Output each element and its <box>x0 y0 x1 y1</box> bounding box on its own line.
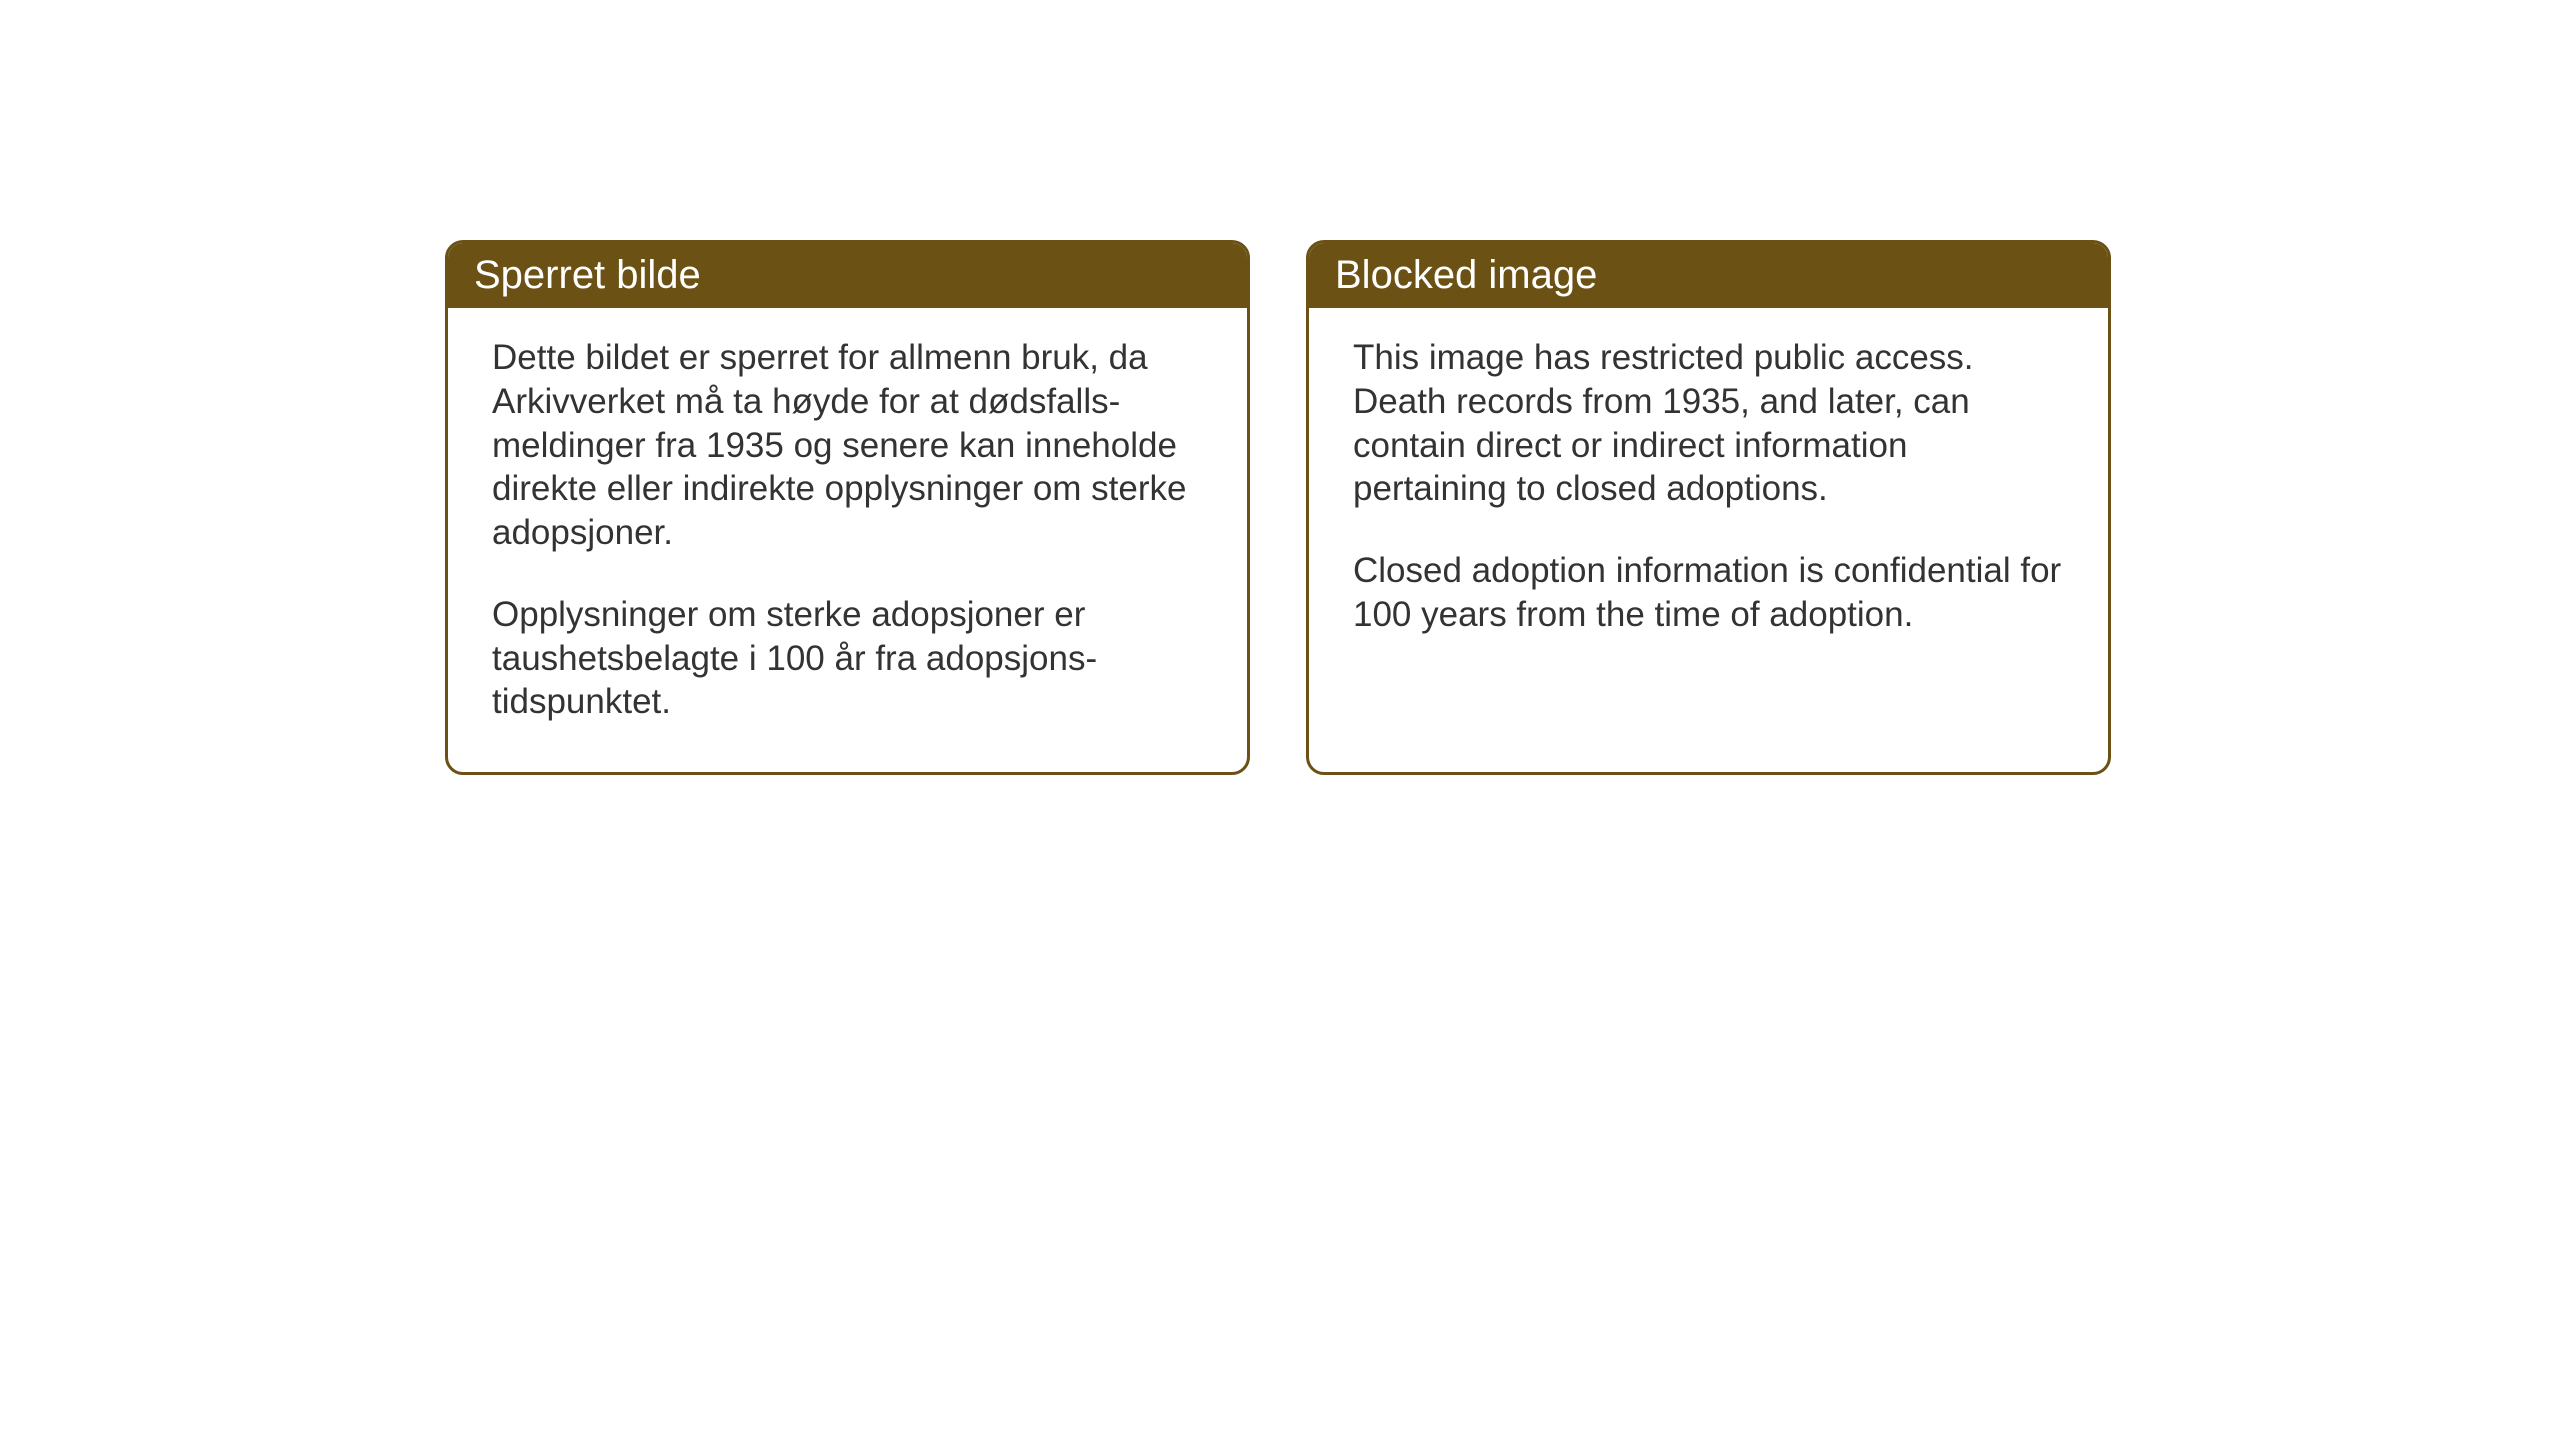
english-card-title: Blocked image <box>1309 243 2108 308</box>
english-card: Blocked image This image has restricted … <box>1306 240 2111 775</box>
english-card-body: This image has restricted public access.… <box>1309 308 2108 685</box>
norwegian-paragraph-1: Dette bildet er sperret for allmenn bruk… <box>492 336 1203 555</box>
english-paragraph-1: This image has restricted public access.… <box>1353 336 2064 511</box>
norwegian-card-title: Sperret bilde <box>448 243 1247 308</box>
norwegian-card-body: Dette bildet er sperret for allmenn bruk… <box>448 308 1247 772</box>
norwegian-paragraph-2: Opplysninger om sterke adopsjoner er tau… <box>492 593 1203 724</box>
english-paragraph-2: Closed adoption information is confident… <box>1353 549 2064 637</box>
cards-container: Sperret bilde Dette bildet er sperret fo… <box>445 240 2111 775</box>
norwegian-card: Sperret bilde Dette bildet er sperret fo… <box>445 240 1250 775</box>
